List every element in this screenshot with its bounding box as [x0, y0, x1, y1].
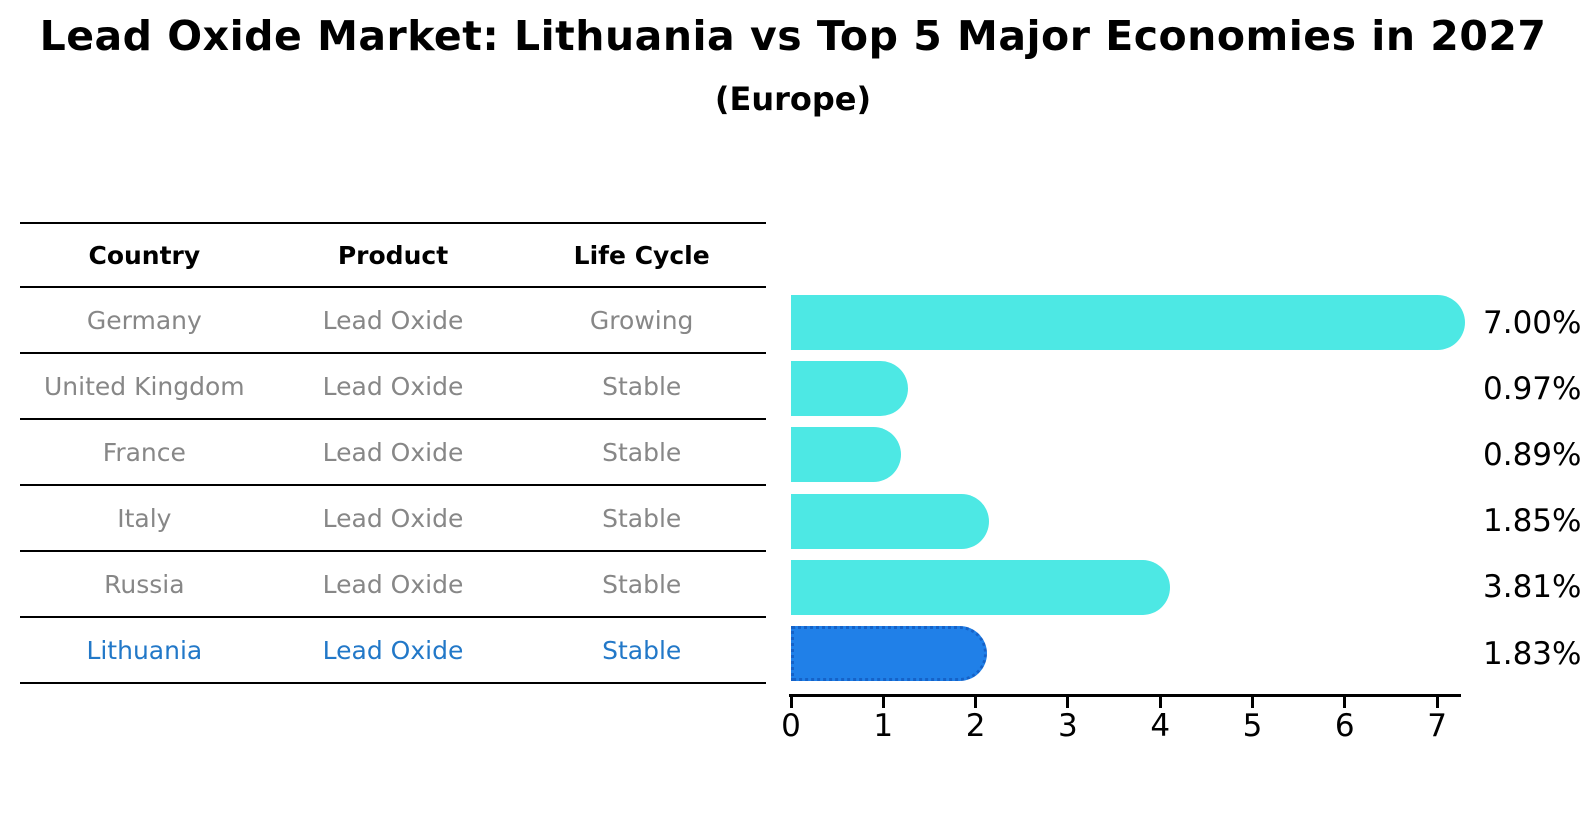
bar-germany: [791, 295, 1465, 350]
x-axis-line: [789, 694, 1461, 697]
bar-united-kingdom: [791, 361, 909, 417]
table-cell-product: Lead Oxide: [322, 635, 464, 665]
table-cell-life-cycle: Stable: [602, 569, 682, 599]
bar-value-label: 3.81%: [1483, 569, 1582, 606]
x-axis-tick-label: 4: [1150, 708, 1171, 744]
x-axis-tick-mark: [1066, 697, 1070, 708]
table-cell-product: Lead Oxide: [322, 305, 464, 335]
table-header-life-cycle: Life Cycle: [573, 240, 710, 270]
bar-lithuania: [791, 626, 988, 681]
x-axis-tick-mark: [1251, 697, 1254, 708]
table-cell-country: Lithuania: [86, 635, 203, 665]
bar-value-label: 1.83%: [1483, 635, 1582, 672]
bar-italy: [791, 493, 990, 549]
table-cell-life-cycle: Stable: [602, 371, 682, 401]
table-cell-life-cycle: Growing: [589, 305, 694, 335]
table-body: Germany Lead Oxide Growing United Kingdom Le…: [20, 288, 766, 684]
x-axis-tick-mark: [1435, 697, 1439, 708]
table-cell-country: Russia: [104, 569, 185, 599]
table-row: Italy Lead Oxide Stable: [20, 486, 766, 552]
x-axis-tick-mark: [881, 697, 885, 708]
x-axis-tick-mark: [1343, 697, 1347, 708]
bar-france: [791, 427, 901, 483]
table-cell-life-cycle: Stable: [602, 503, 682, 533]
bar-value-label: 1.85%: [1483, 503, 1582, 540]
x-axis-tick-label: 0: [781, 708, 801, 744]
table-header-row: Country Product Life Cycle: [20, 222, 766, 288]
country-table: Country Product Life Cycle Germany Lead O…: [20, 222, 766, 684]
bar-value-label: 7.00%: [1483, 304, 1582, 341]
table-cell-life-cycle: Stable: [602, 635, 682, 665]
table-row: Germany Lead Oxide Growing: [20, 288, 766, 354]
table-cell-country: Italy: [117, 503, 172, 533]
bar-value-label: 0.89%: [1483, 436, 1582, 473]
x-axis-tick-label: 3: [1058, 708, 1078, 744]
table-row: Russia Lead Oxide Stable: [20, 552, 766, 618]
x-axis-tick-label: 7: [1427, 708, 1447, 744]
table-row: France Lead Oxide Stable: [20, 420, 766, 486]
chart-subtitle: (Europe): [714, 80, 872, 118]
table-row: Lithuania Lead Oxide Stable: [20, 618, 766, 684]
x-axis-tick-label: 2: [965, 708, 986, 744]
table-cell-product: Lead Oxide: [322, 569, 464, 599]
table-header-country: Country: [88, 240, 201, 270]
bar-value-label: 0.97%: [1483, 370, 1582, 407]
table-cell-product: Lead Oxide: [322, 503, 464, 533]
table-cell-country: France: [102, 437, 186, 467]
x-axis-tick-label: 1: [873, 708, 894, 744]
x-axis-tick-label: 6: [1334, 708, 1355, 744]
table-cell-product: Lead Oxide: [322, 371, 464, 401]
x-axis-tick-mark: [789, 697, 793, 708]
table-cell-country: Germany: [86, 305, 202, 335]
table-row: United Kingdom Lead Oxide Stable: [20, 354, 766, 420]
table-cell-life-cycle: Stable: [602, 437, 682, 467]
x-axis-tick-mark: [1158, 697, 1162, 708]
table-cell-product: Lead Oxide: [322, 437, 464, 467]
table-cell-country: United Kingdom: [44, 371, 245, 401]
x-axis-tick-mark: [974, 697, 978, 708]
x-axis-tick-label: 5: [1242, 708, 1263, 744]
chart-title: Lead Oxide Market: Lithuania vs Top 5 Ma…: [39, 12, 1547, 60]
table-header-product: Product: [337, 240, 449, 270]
bar-russia: [791, 559, 1171, 615]
